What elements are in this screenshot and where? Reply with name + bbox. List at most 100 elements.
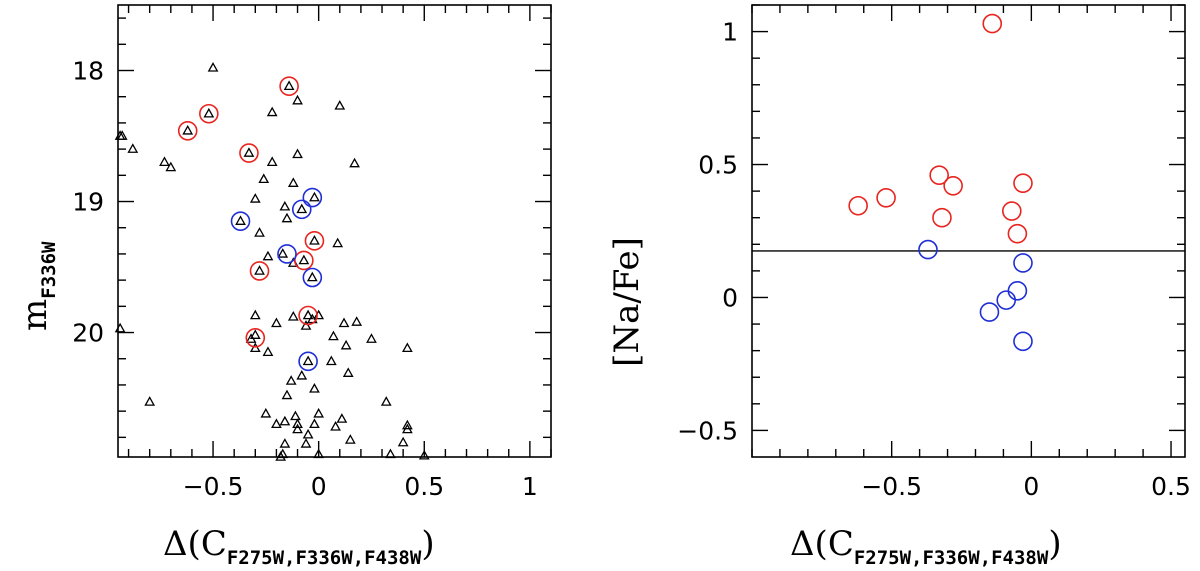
triangle-point	[249, 329, 261, 339]
blue-circle-point	[302, 267, 323, 288]
triangle-point	[302, 309, 314, 320]
red-circle-point	[943, 176, 963, 196]
red-circle-point	[848, 195, 868, 216]
red-circle-point	[876, 187, 896, 208]
left-x-tick-label: 0	[311, 472, 327, 501]
triangle-point	[243, 147, 255, 157]
right-x-tick-label: 0.5	[1151, 472, 1191, 501]
triangle-point	[144, 396, 156, 406]
left-x-tick-label: 1	[522, 472, 538, 501]
triangle-point	[260, 407, 272, 418]
right-data-points	[848, 13, 1033, 352]
red-circle-point	[1001, 201, 1022, 221]
triangle-point	[330, 421, 341, 431]
blue-circle-point	[1013, 331, 1033, 352]
red-circle-point	[177, 120, 198, 141]
right-plot-frame	[751, 4, 1186, 458]
red-circle-point	[929, 165, 949, 185]
right-y-tick-label: 0	[722, 283, 738, 312]
triangle-point	[287, 310, 299, 321]
left-x-axis-label: Δ(CF275W,F336W,F438W)	[163, 524, 435, 569]
red-circle-point	[298, 305, 318, 326]
red-circle-point	[199, 103, 219, 124]
blue-circle-point	[1007, 281, 1028, 301]
triangle-point	[313, 407, 325, 418]
red-circle-point	[279, 76, 299, 97]
triangle-point	[165, 161, 177, 172]
triangle-point	[249, 342, 261, 353]
blue-circle-point	[918, 239, 938, 260]
right-x-tick-label: 0	[1023, 472, 1039, 501]
triangle-point	[401, 423, 413, 434]
right-y-tick-label: 1	[722, 18, 738, 47]
right-x-tick-label: −0.5	[861, 472, 922, 501]
triangle-point	[127, 143, 139, 153]
right-y-axis-label: [Na/Fe]	[607, 237, 647, 367]
triangle-point	[332, 237, 344, 248]
blue-circle-point	[230, 211, 251, 231]
triangle-point	[385, 448, 396, 459]
triangle-point	[380, 396, 392, 406]
triangle-point	[334, 100, 346, 110]
triangle-point	[266, 106, 278, 117]
triangle-point	[292, 423, 303, 434]
left-data-points	[114, 62, 430, 461]
blue-circle-point	[996, 290, 1017, 310]
left-y-axis-label: mF336W	[15, 241, 60, 331]
triangle-point	[254, 227, 265, 237]
blue-circle-point	[1013, 253, 1033, 273]
triangle-point	[325, 355, 337, 366]
triangle-point	[351, 316, 363, 326]
triangle-point	[292, 94, 303, 105]
triangle-point	[279, 438, 291, 448]
triangle-point	[401, 342, 413, 353]
triangle-point	[344, 434, 356, 444]
triangle-point	[271, 418, 282, 429]
triangle-point	[203, 107, 215, 118]
triangle-point	[309, 383, 320, 393]
left-x-tick-label: 0.5	[404, 472, 444, 501]
triangle-point	[182, 124, 194, 135]
triangle-point	[159, 156, 170, 167]
triangle-point	[281, 389, 293, 400]
triangle-point	[300, 438, 312, 448]
triangle-point	[309, 418, 320, 429]
triangle-point	[366, 333, 377, 343]
right-ticks: −0.5 0 0.5 −0.5 0 0.5 1	[677, 4, 1191, 501]
triangle-point	[418, 449, 430, 460]
triangle-point	[292, 418, 303, 429]
triangle-point	[306, 271, 318, 282]
triangle-point	[249, 193, 261, 203]
triangle-point	[245, 333, 257, 343]
triangle-point	[279, 200, 291, 211]
triangle-point	[302, 428, 314, 439]
red-circle-point	[245, 327, 266, 348]
right-panel: −0.5 0 0.5−0.500.51 Δ(CF275W,F336W,F438W) …	[607, 4, 1191, 569]
triangle-point	[340, 339, 352, 350]
red-circle-point	[1007, 223, 1028, 244]
triangle-point	[235, 215, 246, 225]
triangle-point	[285, 375, 297, 385]
triangle-point	[292, 148, 303, 159]
triangle-point	[349, 157, 360, 168]
triangle-point	[258, 173, 270, 184]
blue-circle-point	[291, 199, 312, 220]
triangle-point	[342, 367, 354, 377]
triangle-point	[328, 330, 339, 341]
right-y-tick-label: −0.5	[677, 416, 738, 445]
red-circle-point	[249, 261, 270, 281]
blue-circle-point	[302, 187, 323, 208]
triangle-point	[302, 355, 314, 366]
triangle-point	[296, 369, 308, 380]
blue-circle-point	[277, 244, 297, 264]
red-circle-point	[304, 231, 325, 251]
blue-circle-point	[979, 302, 1000, 322]
triangle-point	[114, 322, 126, 333]
blue-circle-point	[298, 351, 318, 372]
triangle-point	[254, 265, 265, 275]
left-plot-frame	[117, 4, 552, 458]
triangle-point	[313, 448, 325, 459]
triangle-point	[283, 80, 295, 91]
right-x-axis-label: Δ(CF275W,F336W,F438W)	[790, 524, 1062, 569]
